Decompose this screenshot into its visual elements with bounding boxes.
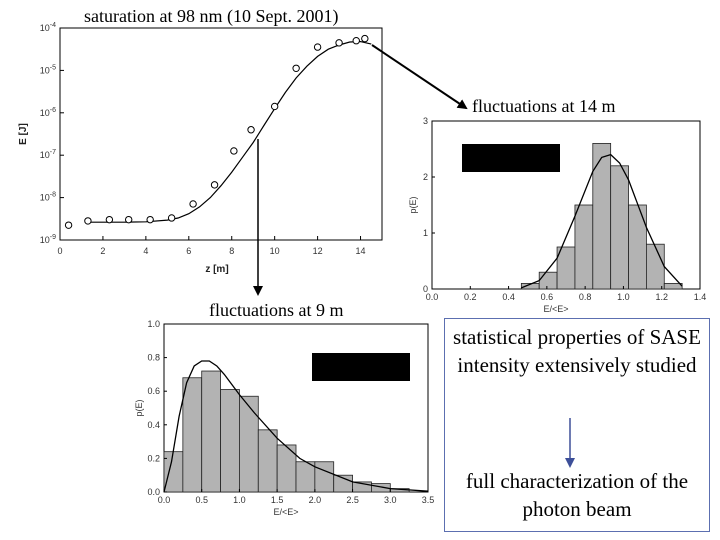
histogram-9m-chart: 0.0 0.5 1.0 1.5 2.0 2.5 3.0 3.5 0.0 0.2 0.4 0.6 0.8 1… <box>134 319 434 517</box>
x-tick-label: 0.6 <box>541 292 554 302</box>
x-tick-label: 4 <box>143 246 148 256</box>
histogram-bar <box>610 165 629 290</box>
x-tick-label: 8 <box>229 246 234 256</box>
histogram-bar <box>295 461 316 493</box>
y-tick-label: 0.8 <box>147 353 160 363</box>
data-point <box>335 39 343 47</box>
y-tick-label: 0 <box>423 284 428 294</box>
y-tick-label: 10-6 <box>40 107 56 118</box>
y-tick-label: 10-7 <box>40 149 56 160</box>
y-tick-label: 10-4 <box>40 22 56 33</box>
x-tick-label: 0.2 <box>464 292 477 302</box>
x-tick-label: 2.0 <box>309 495 322 505</box>
x-tick-label: 0 <box>57 246 62 256</box>
y-axis-label: p(E) <box>134 399 144 416</box>
x-tick-label: 1.5 <box>271 495 284 505</box>
data-point <box>313 43 322 51</box>
x-axis-label: E/<E> <box>543 304 568 314</box>
x-tick-label: 0.0 <box>426 292 439 302</box>
histogram-bar <box>663 282 683 290</box>
x-tick-label: 2.5 <box>346 495 359 505</box>
data-point <box>84 217 92 225</box>
y-tick-label: 0.2 <box>147 453 160 463</box>
histogram-bar <box>201 370 221 493</box>
x-tick-label: 1.4 <box>694 292 707 302</box>
x-tick-label: 2 <box>100 246 105 256</box>
y-tick-label: 10-8 <box>40 192 56 203</box>
y-tick-label: 1.0 <box>147 319 160 329</box>
x-tick-label: 1.2 <box>655 292 668 302</box>
x-axis-label: z [m] <box>205 264 228 275</box>
info-top-text: statistical properties of SASE intensity… <box>453 325 701 377</box>
x-tick-label: 0.0 <box>158 495 171 505</box>
y-axis-label: E [J] <box>18 123 29 145</box>
x-axis-label: E/<E> <box>273 507 298 517</box>
fit-curve <box>85 40 372 223</box>
x-tick-label: 6 <box>186 246 191 256</box>
x-tick-label: 1.0 <box>617 292 630 302</box>
histogram-bar <box>182 377 203 493</box>
y-tick-label: 1 <box>423 228 428 238</box>
x-tick-label: 3.0 <box>384 495 397 505</box>
x-tick-label: 0.5 <box>195 495 208 505</box>
arrows <box>253 44 575 468</box>
y-tick-label: 3 <box>423 116 428 126</box>
redaction-box <box>312 353 410 381</box>
histogram-bar <box>239 395 259 493</box>
data-point <box>124 215 133 224</box>
y-tick-label: 0.6 <box>147 386 160 396</box>
y-axis-label: p(E) <box>408 196 418 213</box>
x-tick-label: 3.5 <box>422 495 435 505</box>
y-tick-label: 0.0 <box>147 487 160 497</box>
data-point <box>146 215 154 224</box>
redaction-box <box>462 144 560 172</box>
x-tick-label: 1.0 <box>233 495 246 505</box>
histogram-bar <box>220 389 240 493</box>
saturation-chart: 0 2 4 6 8 10 12 14 10-9 10-8 10-7 10-6 10-5 10-4 z [m]… <box>18 22 383 275</box>
histogram-14m-chart: 0.0 0.2 0.4 0.6 0.8 1.0 1.2 1.4 0 1 2 3 E/<E> p(E) <box>408 116 706 314</box>
data-point <box>167 214 176 222</box>
plot-frame <box>59 27 383 241</box>
info-box: statistical properties of SASE intensity… <box>444 318 710 532</box>
data-point <box>230 147 238 155</box>
x-tick-label: 12 <box>313 246 323 256</box>
data-point <box>292 64 300 72</box>
data-point <box>189 200 197 208</box>
histogram-bar <box>371 483 391 493</box>
histogram-bar <box>592 142 612 290</box>
histogram-bar <box>538 271 558 290</box>
histogram-bar <box>628 204 647 290</box>
y-tick-label: 0.4 <box>147 420 160 430</box>
data-point <box>105 215 114 224</box>
fluctuations-14m-label: fluctuations at 14 m <box>472 96 616 116</box>
data-point <box>352 37 360 45</box>
y-tick-label: 10-5 <box>40 64 56 75</box>
histogram-bar <box>257 429 278 493</box>
fluctuations-9m-label: fluctuations at 9 m <box>209 300 344 320</box>
fit-curve <box>163 360 429 493</box>
histogram-bar <box>163 451 184 493</box>
histogram-bar <box>574 204 594 290</box>
histogram-bar <box>314 461 335 493</box>
main-title: saturation at 98 nm (10 Sept. 2001) <box>84 6 339 26</box>
x-tick-label: 0.8 <box>579 292 592 302</box>
arrow-to-14m <box>371 44 468 110</box>
data-point <box>64 221 73 229</box>
x-tick-label: 10 <box>270 246 280 256</box>
data-point <box>361 34 369 43</box>
y-tick-label: 10-9 <box>40 234 56 245</box>
data-point <box>210 181 219 189</box>
fit-curve <box>521 153 683 289</box>
data-point <box>270 102 279 111</box>
histogram-bar <box>646 243 665 290</box>
x-tick-label: 0.4 <box>502 292 515 302</box>
x-tick-label: 14 <box>356 246 366 256</box>
data-point <box>247 126 255 134</box>
y-tick-label: 2 <box>423 172 428 182</box>
info-bottom-text: full characterization of the photon beam <box>465 469 689 521</box>
